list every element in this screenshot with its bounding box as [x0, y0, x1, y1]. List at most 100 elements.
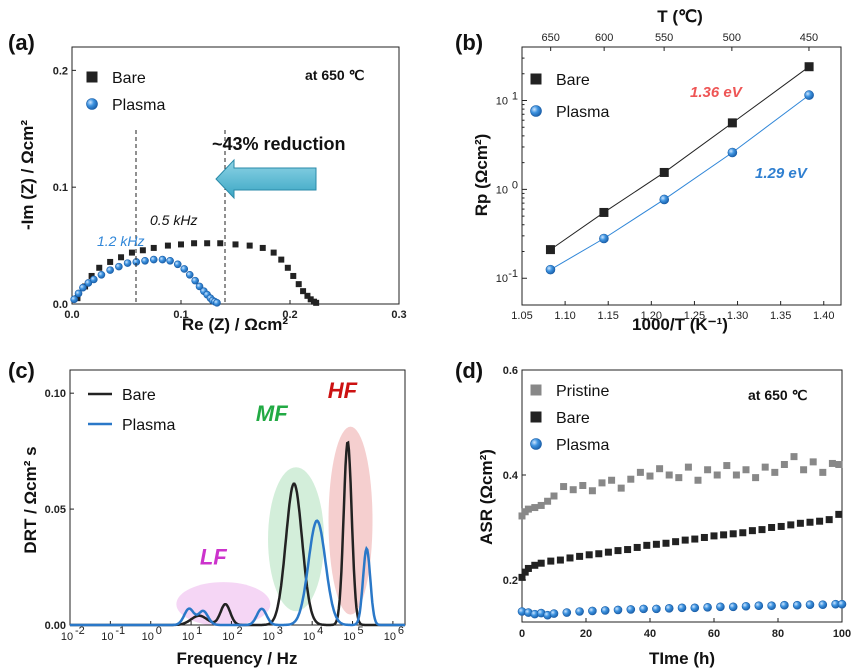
a-point-bare-22: [300, 288, 307, 295]
d-point-pristine-36: [835, 461, 843, 468]
d-xtick-label-3: 60: [708, 628, 720, 640]
b-ytick-exp-2: 1: [512, 91, 518, 103]
d-point-bare-25: [739, 529, 747, 537]
d-point-pristine-7: [560, 483, 568, 491]
d-point-bare-14: [633, 543, 641, 551]
b-ytick-exp-1: 0: [512, 179, 518, 191]
a-point-bare-12: [204, 240, 211, 247]
d-point-pristine-14: [627, 475, 635, 483]
d-point-bare-3: [531, 561, 539, 569]
panel-c-xlabel: Frequency / Hz: [177, 649, 298, 668]
d-point-pristine-5: [544, 497, 552, 505]
d-ytick-label-0: 0.2: [503, 575, 518, 587]
b-top-tick-label-4: 450: [800, 32, 818, 44]
d-point-plasma-21: [754, 601, 764, 611]
b-point-bare-1: [599, 207, 609, 217]
d-point-bare-12: [614, 547, 622, 555]
d-point-pristine-27: [752, 474, 760, 482]
c-xtick-label-6: 10: [303, 631, 315, 643]
c-xtick-exp-0: -2: [75, 625, 85, 637]
b-legend-label-0: Bare: [556, 72, 590, 89]
d-point-bare-13: [624, 546, 632, 554]
d-point-plasma-13: [652, 604, 661, 614]
c-xtick-exp-8: 6: [398, 625, 404, 637]
d-point-pristine-26: [742, 466, 750, 474]
d-point-bare-20: [691, 535, 699, 543]
d-point-pristine-13: [617, 484, 625, 492]
c-ytick-label-1: 0.05: [45, 504, 66, 516]
c-xtick-exp-7: 5: [358, 625, 364, 637]
d-point-bare-7: [566, 554, 574, 562]
d-point-pristine-0: [518, 512, 526, 520]
panel-a-frame: [71, 46, 400, 305]
d-point-bare-34: [825, 516, 833, 524]
a-legend-label-0: Bare: [112, 70, 146, 87]
d-point-pristine-34: [819, 468, 827, 476]
a-xtick-label-3: 0.3: [391, 309, 406, 321]
d-point-bare-23: [720, 531, 728, 539]
d-point-plasma-22: [767, 601, 776, 611]
a-point-bare-4: [107, 258, 114, 265]
b-xtick-label-0: 1.05: [511, 310, 532, 322]
d-point-pristine-15: [636, 468, 644, 476]
panel-d-xlabel: TIme (h): [649, 649, 715, 668]
d-point-pristine-2: [524, 505, 532, 513]
d-point-pristine-35: [828, 459, 836, 467]
b-legend-label-1: Plasma: [556, 104, 609, 121]
panel-d: (d) 0 20 40 60 80 100 0.2 0.4 0.6 at 650 ℃ Prist…: [455, 358, 851, 668]
a-point-bare-9: [164, 242, 171, 249]
d-point-plasma-6: [562, 608, 572, 617]
c-curve-plasma: [70, 519, 405, 627]
a-point-bare-3: [96, 264, 103, 271]
a-legend-marker-1: [86, 98, 98, 110]
d-point-bare-18: [672, 538, 680, 546]
c-xtick-label-2: 10: [142, 631, 154, 643]
c-ytick-label-2: 0.10: [45, 388, 66, 400]
panel-c-label: (c): [8, 358, 35, 383]
c-xtick-exp-6: 4: [317, 625, 323, 637]
b-point-plasma-0: [545, 264, 556, 275]
ea-plasma-annotation: 1.29 eV: [755, 165, 809, 182]
c-legend-label-0: Bare: [122, 387, 156, 404]
d-point-pristine-4: [537, 501, 545, 509]
b-point-bare-3: [727, 118, 737, 128]
b-top-tick-label-3: 500: [723, 32, 741, 44]
b-point-plasma-3: [727, 147, 738, 158]
a-point-bare-14: [232, 241, 239, 248]
a-point-plasma-16: [185, 270, 194, 279]
a-legend-label-1: Plasma: [112, 97, 165, 114]
d-point-plasma-19: [728, 602, 738, 612]
a-point-plasma-8: [123, 259, 132, 267]
d-point-bare-30: [787, 521, 795, 529]
a-point-bare-2: [88, 272, 95, 279]
a-ytick-label-2: 0.2: [53, 65, 68, 77]
b-xtick-label-7: 1.40: [813, 310, 834, 322]
panel-b-label: (b): [455, 30, 483, 55]
d-point-plasma-5: [549, 609, 559, 618]
a-xtick-label-1: 0.1: [173, 309, 188, 321]
a-point-plasma-15: [180, 265, 189, 273]
a-point-bare-24: [307, 296, 314, 303]
c-region-label-hf: HF: [328, 378, 358, 403]
d-point-bare-21: [700, 533, 708, 541]
a-point-bare-21: [295, 281, 302, 288]
d-point-bare-1: [521, 568, 529, 576]
a-point-bare-13: [217, 240, 224, 247]
a-point-bare-5: [118, 254, 125, 261]
b-top-tick-label-2: 550: [655, 32, 673, 44]
d-xtick-label-5: 100: [833, 628, 851, 640]
d-xtick-label-1: 20: [580, 628, 592, 640]
b-point-plasma-2: [659, 194, 670, 205]
d-point-pristine-19: [675, 474, 683, 482]
d-point-plasma-10: [613, 605, 623, 615]
freq-bare-annotation: 0.5 kHz: [150, 212, 197, 228]
d-point-plasma-26: [818, 600, 828, 609]
d-legend-marker-1: [530, 411, 542, 423]
c-xtick-label-1: 10: [101, 631, 113, 643]
b-point-bare-0: [545, 245, 555, 255]
c-xtick-label-4: 10: [222, 631, 234, 643]
a-point-bare-17: [270, 249, 277, 256]
d-point-bare-33: [816, 517, 824, 525]
c-xtick-label-0: 10: [61, 631, 73, 643]
